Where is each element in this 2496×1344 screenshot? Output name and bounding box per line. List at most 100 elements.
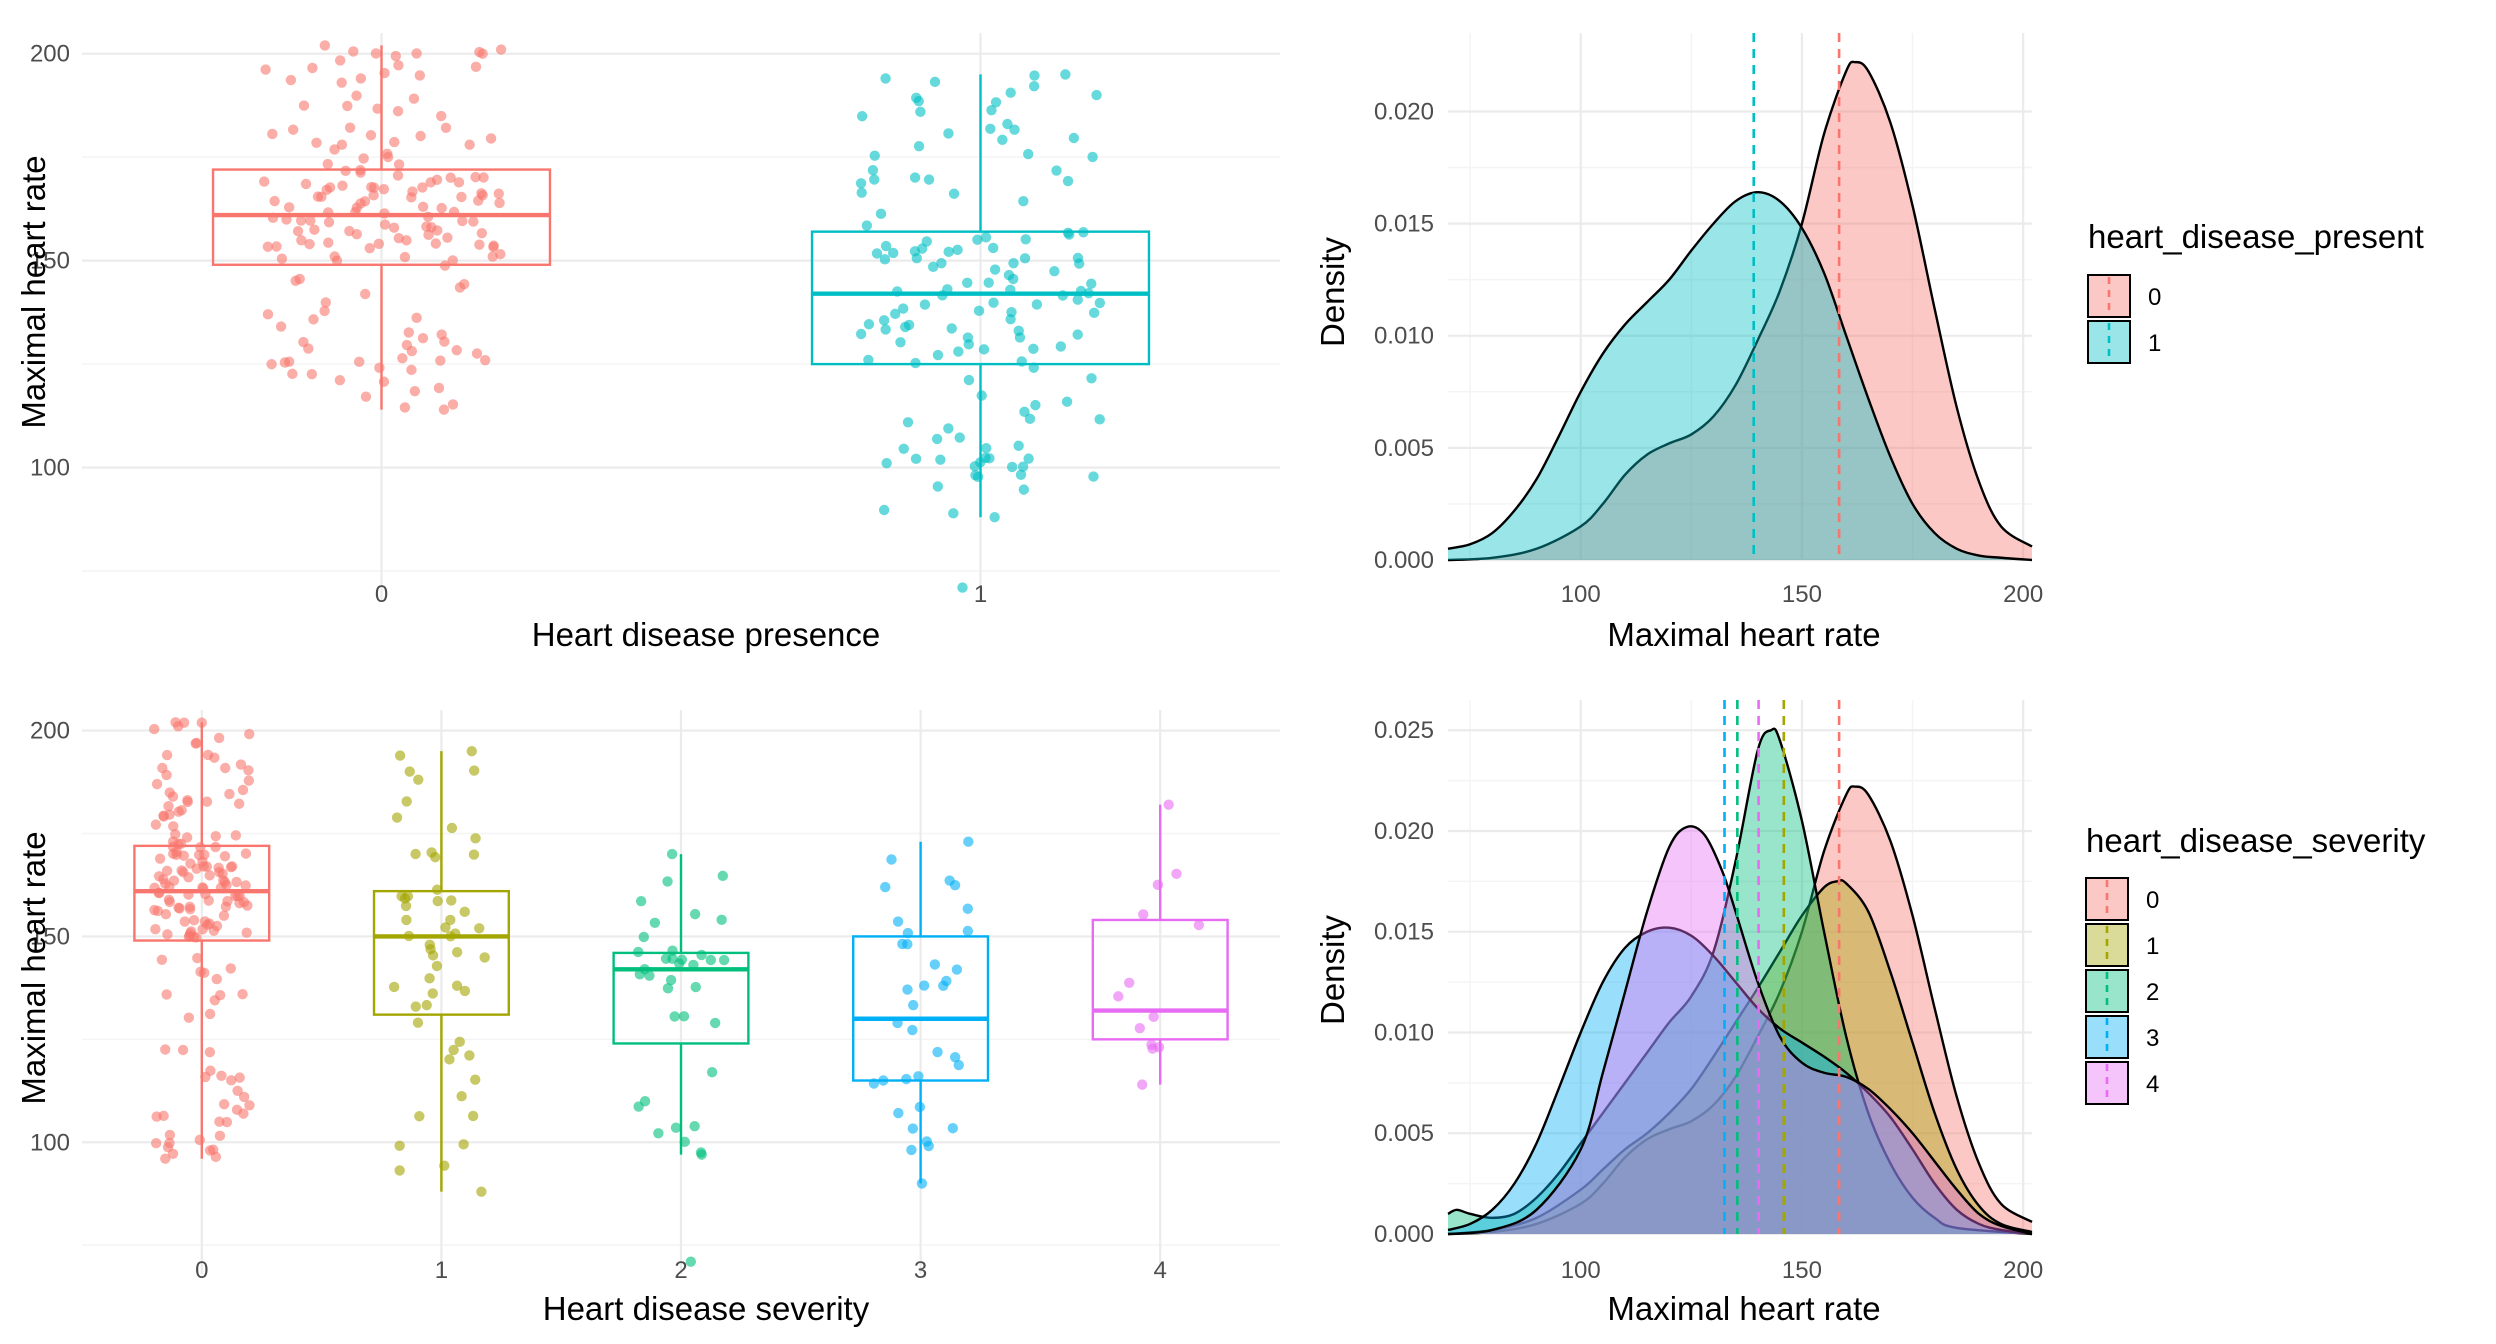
- p1-point-1: [855, 328, 867, 340]
- p1-point-1: [856, 111, 868, 122]
- p3-point-0: [153, 871, 165, 882]
- p1-point-1: [954, 432, 965, 443]
- p1-point-1: [1008, 258, 1019, 269]
- p1-point-1: [1019, 253, 1031, 264]
- p1-point-0: [279, 357, 291, 368]
- p3-point-4: [1113, 991, 1124, 1002]
- p4-ytick-0.010: 0.010: [1374, 1019, 1434, 1046]
- p1-point-1: [1086, 373, 1097, 384]
- p1-point-0: [393, 60, 404, 71]
- p3-point-0: [163, 800, 174, 812]
- p1-ylabel: Maximal heart rate: [15, 155, 52, 428]
- p3-point-1: [445, 914, 456, 926]
- p1-point-1: [997, 134, 1008, 146]
- p3-point-4: [1163, 799, 1174, 810]
- p1-point-1: [1029, 70, 1040, 81]
- p1-point-1: [962, 277, 973, 289]
- p1-point-1: [980, 232, 992, 243]
- p1-point-1: [1086, 278, 1097, 289]
- p4-density-fill-4: [1448, 826, 2032, 1234]
- p1-point-1: [878, 315, 890, 326]
- p4-density-curve-2: [1447, 727, 2033, 1236]
- p1-point-1: [1006, 306, 1017, 318]
- p1-point-0: [372, 103, 383, 114]
- p3-point-0: [168, 875, 180, 886]
- p1-point-1: [1009, 124, 1020, 135]
- p3-point-4: [1152, 879, 1164, 891]
- p1-point-0: [308, 314, 319, 325]
- p1-point-1: [931, 433, 943, 445]
- p3-point-3: [929, 959, 941, 970]
- p4-ytick-0.025: 0.025: [1374, 717, 1434, 744]
- p3-point-0: [198, 861, 209, 872]
- p3-point-0: [244, 728, 255, 740]
- p1-point-1: [1023, 453, 1034, 464]
- p1-point-1: [976, 390, 987, 401]
- p3-point-1: [479, 952, 490, 963]
- p1-point-0: [283, 202, 295, 213]
- p1-point-1: [986, 104, 997, 116]
- p3-point-0: [241, 927, 252, 938]
- p1-point-0: [438, 404, 450, 415]
- p1-point-1: [1015, 469, 1027, 480]
- p3-point-0: [149, 723, 160, 735]
- p3-point-1: [446, 895, 457, 906]
- p1-point-0: [379, 219, 391, 230]
- p4-xlabel: Maximal heart rate: [1607, 1290, 1880, 1327]
- p1-point-1: [1030, 399, 1041, 411]
- p1-point-1: [867, 165, 879, 176]
- p1-point-0: [447, 255, 458, 266]
- p3-point-0: [168, 848, 179, 860]
- p1-point-1: [869, 150, 880, 161]
- p1-point-1: [863, 354, 874, 366]
- p3-point-1: [427, 988, 438, 999]
- p1-point-1: [1007, 273, 1019, 285]
- p3-point-2: [717, 870, 728, 882]
- p2-legend: heart_disease_present 01: [2087, 218, 2424, 364]
- p1-point-0: [403, 327, 414, 338]
- p3-point-1: [410, 1001, 421, 1012]
- p1-point-1: [1094, 297, 1106, 309]
- p1-point-0: [355, 73, 367, 84]
- p3-point-0: [220, 762, 231, 774]
- p3-point-3: [962, 925, 974, 937]
- p3-point-0: [150, 819, 162, 830]
- p1-point-0: [370, 48, 382, 59]
- p1-point-1: [985, 123, 996, 135]
- p1-point-1: [1060, 69, 1071, 80]
- p3-point-0: [230, 830, 242, 841]
- p3-point-2: [633, 1101, 644, 1112]
- p4-density-fill-3: [1448, 927, 2032, 1234]
- p3-point-0: [192, 952, 203, 964]
- p3-point-0: [164, 896, 175, 908]
- p1-point-1: [943, 128, 954, 139]
- p1-point-0: [392, 170, 404, 181]
- p1-point-0: [474, 239, 485, 250]
- p3-point-3: [962, 903, 973, 914]
- p1-point-1: [1031, 299, 1043, 310]
- p2-gridlines: [1448, 33, 2032, 562]
- p3-point-1: [451, 946, 463, 958]
- p2-ytick-0.005: 0.005: [1374, 435, 1434, 462]
- p1-point-0: [415, 130, 426, 142]
- p3-point-1: [459, 985, 471, 997]
- p3-point-3: [916, 1178, 928, 1189]
- p3-point-0: [167, 836, 179, 847]
- p1-point-1: [1013, 440, 1024, 451]
- p3-point-1: [401, 796, 412, 807]
- p3-point-0: [221, 1116, 233, 1128]
- p4-y-tick-labels: 0.000 0.005 0.010 0.015 0.020 0.025: [1374, 717, 1434, 1248]
- p1-point-1: [863, 319, 875, 330]
- p3-point-1: [401, 914, 412, 926]
- p1-point-1: [1023, 148, 1034, 160]
- p3-point-1: [388, 981, 400, 993]
- p3-point-0: [225, 963, 236, 974]
- p3-xtick-4: 4: [1154, 1257, 1167, 1284]
- p3-point-3: [886, 854, 897, 865]
- p1-point-0: [393, 159, 405, 170]
- p3-point-1: [391, 812, 403, 823]
- p3-point-4: [1138, 909, 1149, 920]
- p3-point-3: [893, 1107, 904, 1119]
- p3-point-0: [222, 896, 233, 907]
- p1-point-0: [260, 64, 271, 75]
